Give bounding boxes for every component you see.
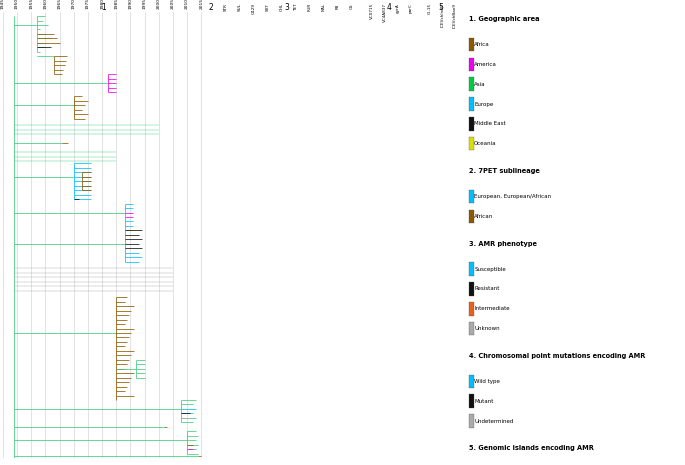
Text: 1955: 1955 [29,0,33,9]
Text: Unknown: Unknown [474,326,500,331]
Text: 2000: 2000 [157,0,161,9]
Bar [469,58,473,71]
Text: VC0715: VC0715 [369,3,373,19]
Text: 1. Geographic area: 1. Geographic area [469,16,539,22]
Text: African: African [474,214,493,219]
Text: STR: STR [223,3,227,11]
Text: 1990: 1990 [128,0,132,9]
Text: VC4A837: VC4A837 [382,3,386,22]
Bar [469,375,473,388]
Bar [469,77,473,91]
Text: Susceptible: Susceptible [474,266,506,272]
Text: CHL: CHL [279,3,284,11]
Text: Undetermined: Undetermined [474,418,514,424]
Text: Europe: Europe [474,101,493,106]
Text: Middle East: Middle East [474,121,506,126]
Text: 2010: 2010 [185,0,189,9]
Text: Mutant: Mutant [474,399,494,404]
Bar [469,117,473,131]
Bar [469,210,473,223]
Text: Wild type: Wild type [474,379,500,384]
Text: 1995: 1995 [142,0,147,9]
Text: SXT: SXT [266,3,270,11]
Bar [469,38,473,51]
Text: O129: O129 [251,3,256,14]
Text: SUL: SUL [238,3,242,11]
Text: ICEVchBan9: ICEVchBan9 [453,3,457,28]
Bar [469,190,473,203]
Text: Africa: Africa [474,42,490,47]
Bar [469,322,473,335]
Text: GI-15: GI-15 [428,3,432,14]
Text: 4. Chromosomal point mutations encoding AMR: 4. Chromosomal point mutations encoding … [469,353,645,359]
Text: 4: 4 [386,3,392,12]
Bar [469,137,473,151]
Text: CS: CS [350,3,354,9]
Text: Resistant: Resistant [474,286,499,292]
Text: 1965: 1965 [58,0,62,9]
Text: 3: 3 [284,3,289,12]
Text: 1: 1 [101,3,105,12]
Bar [469,97,473,111]
Text: Oceania: Oceania [474,141,497,146]
Bar [469,282,473,296]
Text: ICEVchInd5: ICEVchInd5 [440,3,445,27]
Text: Asia: Asia [474,82,486,86]
Text: parC: parC [408,3,412,13]
Text: 1970: 1970 [72,0,75,9]
Bar [469,302,473,316]
Text: TET: TET [294,3,298,11]
Bar [469,262,473,276]
Text: 1950: 1950 [15,0,19,9]
Text: 1945: 1945 [1,0,5,9]
Text: European, European/African: European, European/African [474,194,551,199]
Text: 1960: 1960 [43,0,47,9]
Text: America: America [474,62,497,67]
Text: 1980: 1980 [100,0,104,9]
Text: 5: 5 [438,3,443,12]
Text: 1985: 1985 [114,0,119,9]
Text: 2. 7PET sublineage: 2. 7PET sublineage [469,168,540,174]
Text: 2: 2 [208,3,213,12]
Text: 3. AMR phenotype: 3. AMR phenotype [469,241,536,247]
Text: 5. Genomic islands encoding AMR: 5. Genomic islands encoding AMR [469,445,593,452]
Text: 2015: 2015 [199,0,203,9]
Text: PB: PB [336,3,340,8]
Text: gyrA: gyrA [395,3,399,13]
Text: 2005: 2005 [171,0,175,9]
Text: FUR: FUR [308,3,312,12]
Text: Intermediate: Intermediate [474,306,510,311]
Bar [469,394,473,408]
Text: NAL: NAL [322,3,326,11]
Bar [469,414,473,428]
Text: 1975: 1975 [86,0,90,9]
